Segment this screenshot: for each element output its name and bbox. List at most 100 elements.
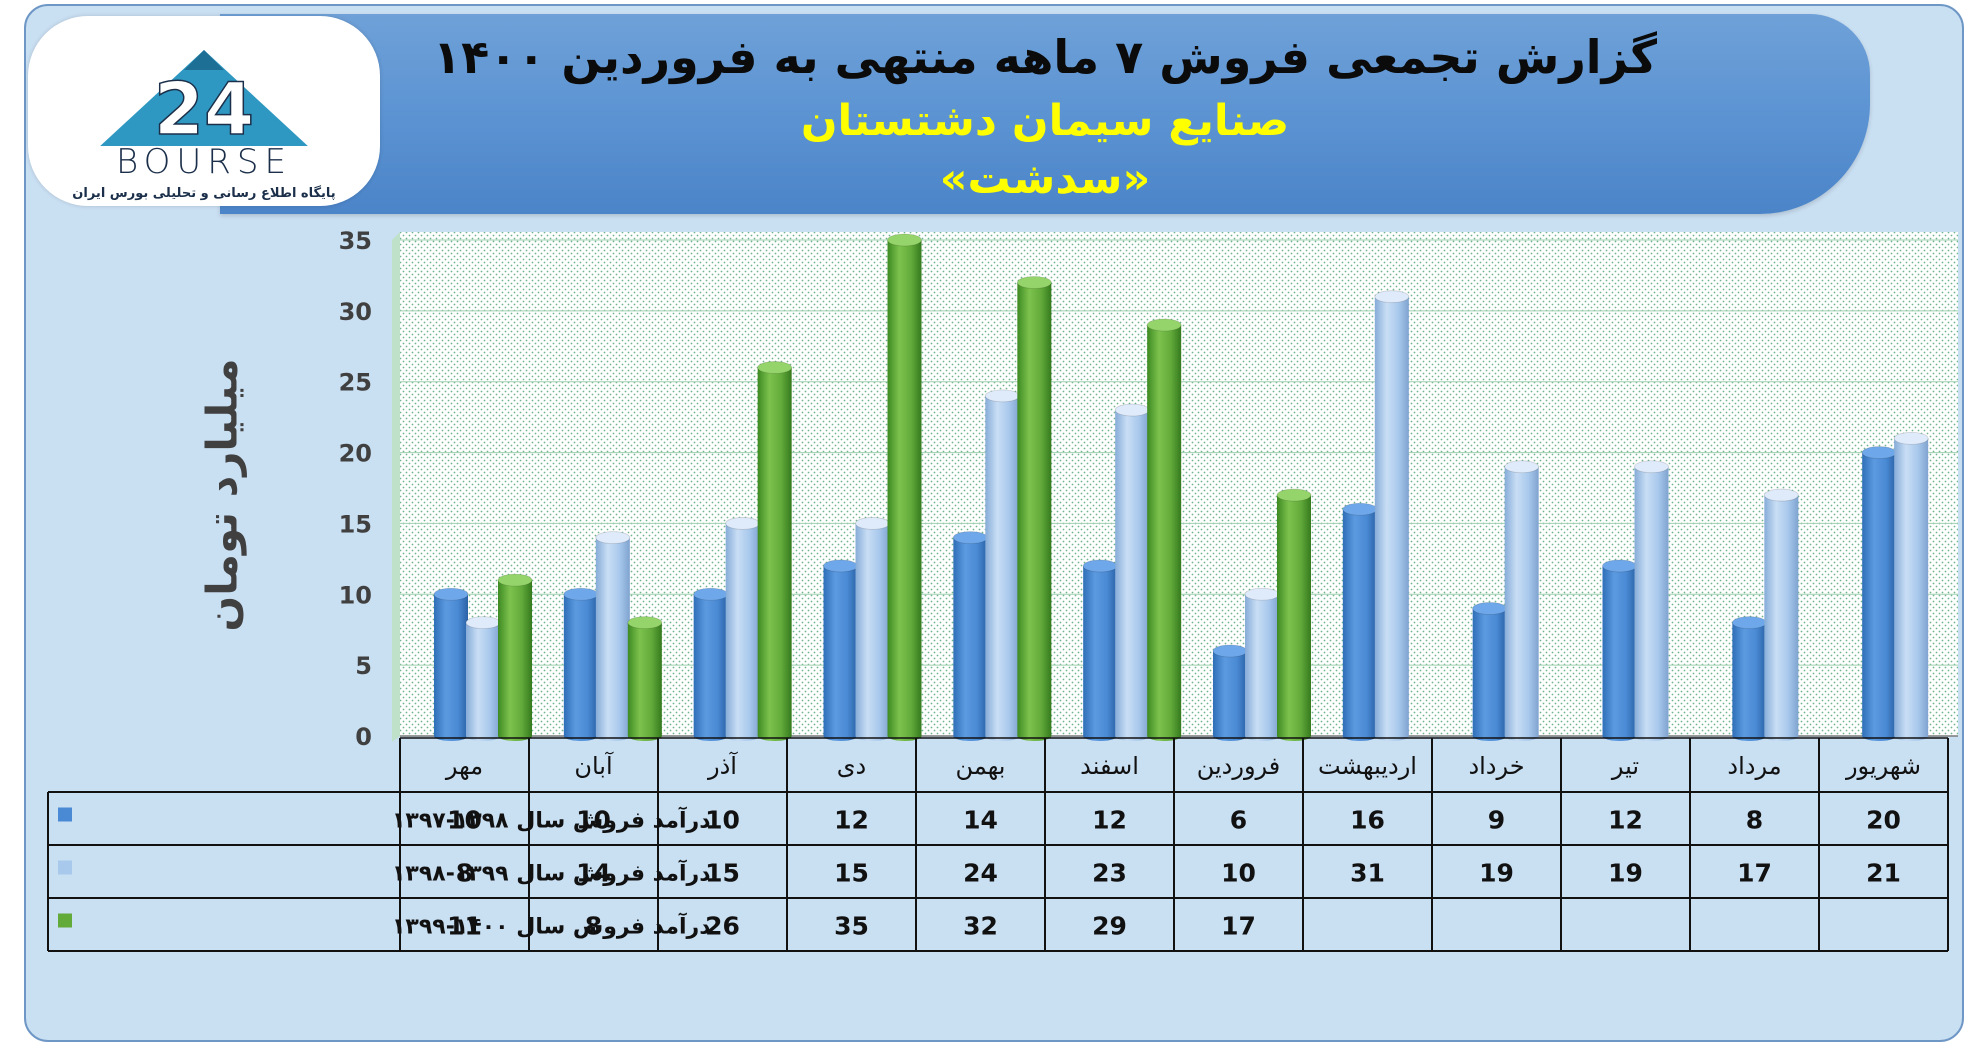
bar-base: [1115, 731, 1150, 741]
bar-top: [1861, 446, 1897, 459]
legend-label: درآمد فروش سال ۱۳۹۸-۱۳۹۷: [392, 806, 711, 834]
bar-top: [1731, 616, 1767, 630]
bar-base: [725, 731, 760, 741]
y-tick-label: 35: [339, 227, 372, 255]
bar-base: [627, 731, 662, 741]
table-cell-value: 23: [1092, 859, 1127, 888]
x-category-label: شهریور: [1845, 752, 1921, 780]
table-cell-value: 26: [705, 912, 740, 941]
bar-body: [985, 395, 1020, 736]
x-category-label: آذر: [707, 751, 738, 780]
bar-top: [887, 233, 922, 247]
bar-base: [1147, 731, 1182, 741]
bar-body: [434, 594, 468, 736]
bar: [952, 531, 988, 741]
bar: [1893, 431, 1929, 741]
bar-body: [1017, 282, 1052, 736]
bar-base: [498, 731, 532, 741]
bar: [433, 587, 469, 741]
bar-top: [757, 361, 793, 374]
x-category-label: خرداد: [1468, 752, 1524, 780]
table-cell-value: 10: [447, 806, 482, 835]
bar-body: [1083, 565, 1118, 736]
bar: [1114, 403, 1150, 741]
bourse24-logo: 24 BOURSE پایگاه اطلاع رسانی و تحلیلی بو…: [28, 16, 380, 206]
bar-base: [1083, 731, 1118, 741]
bar-body: [1147, 325, 1182, 736]
bar-top: [1763, 488, 1799, 502]
bar-top: [1634, 460, 1669, 474]
bar-top: [595, 531, 631, 544]
bar-base: [823, 731, 858, 741]
table-cell-value: 8: [456, 859, 473, 888]
bar: [1763, 488, 1799, 741]
bar: [1504, 460, 1540, 741]
bar-base: [1245, 731, 1279, 741]
table-cell-value: 19: [1479, 859, 1514, 888]
bar-body: [1732, 622, 1767, 736]
table-cell-value: 9: [1488, 806, 1505, 835]
table-cell-value: 29: [1092, 912, 1127, 941]
bar: [627, 616, 663, 741]
table-cell-value: 15: [834, 859, 869, 888]
bar-top: [563, 587, 599, 601]
bar-base: [1374, 731, 1409, 741]
table-cell-value: 31: [1350, 859, 1385, 888]
bar-top: [1374, 290, 1410, 304]
bar-base: [1017, 731, 1052, 741]
bar-body: [1764, 495, 1799, 736]
logo-tagline: پایگاه اطلاع رسانی و تحلیلی بورس ایران: [72, 186, 336, 201]
bar: [595, 531, 631, 741]
bar-top: [693, 587, 729, 601]
bar-base: [855, 731, 890, 741]
bar-top: [984, 389, 1020, 403]
bar-top: [497, 573, 533, 587]
bar-body: [1245, 594, 1279, 736]
bar-body: [757, 367, 792, 736]
bar-top: [1276, 488, 1312, 502]
y-tick-label: 15: [339, 510, 372, 538]
bar-base: [1894, 731, 1929, 741]
bar-body: [1862, 452, 1897, 736]
legend-swatch: [58, 860, 72, 875]
bar-body: [1472, 608, 1507, 736]
table-cell-value: 14: [963, 806, 998, 835]
bar-base: [1504, 731, 1539, 741]
bar-top: [1016, 276, 1052, 289]
bar-body: [1277, 495, 1311, 736]
bar-body: [595, 537, 630, 736]
bar-body: [563, 594, 598, 736]
table-cell-value: 10: [1221, 859, 1256, 888]
table-cell-value: 8: [585, 912, 602, 941]
bar-top: [1114, 403, 1150, 417]
bar-body: [1374, 296, 1409, 736]
x-category-label: بهمن: [956, 752, 1006, 780]
bar-top: [1504, 460, 1540, 474]
table-cell-value: 20: [1866, 806, 1901, 835]
y-tick-label: 20: [339, 440, 372, 468]
table-cell-value: 17: [1221, 912, 1256, 941]
bar: [984, 389, 1020, 741]
bar-body: [1213, 650, 1247, 736]
bar: [1472, 602, 1508, 741]
bar-base: [1472, 731, 1507, 741]
bar-base: [1634, 731, 1669, 741]
bar: [1016, 276, 1052, 741]
x-category-label: تیر: [1611, 752, 1639, 780]
bar: [1634, 460, 1669, 741]
table-cell-value: 35: [834, 912, 869, 941]
bar: [563, 587, 599, 741]
bar-top: [433, 587, 469, 601]
bar: [855, 517, 890, 741]
bar-base: [1277, 731, 1311, 741]
logo-mountain-icon: 24: [98, 50, 310, 152]
legend-swatch: [58, 913, 72, 928]
plot-side-wall: [392, 232, 400, 742]
bar-top: [1244, 587, 1280, 601]
bar: [757, 361, 793, 741]
bar-body: [855, 523, 890, 736]
table-cell-value: 24: [963, 859, 998, 888]
bar: [1082, 559, 1118, 741]
bar-top: [1472, 602, 1508, 615]
bar-top: [1146, 318, 1182, 332]
